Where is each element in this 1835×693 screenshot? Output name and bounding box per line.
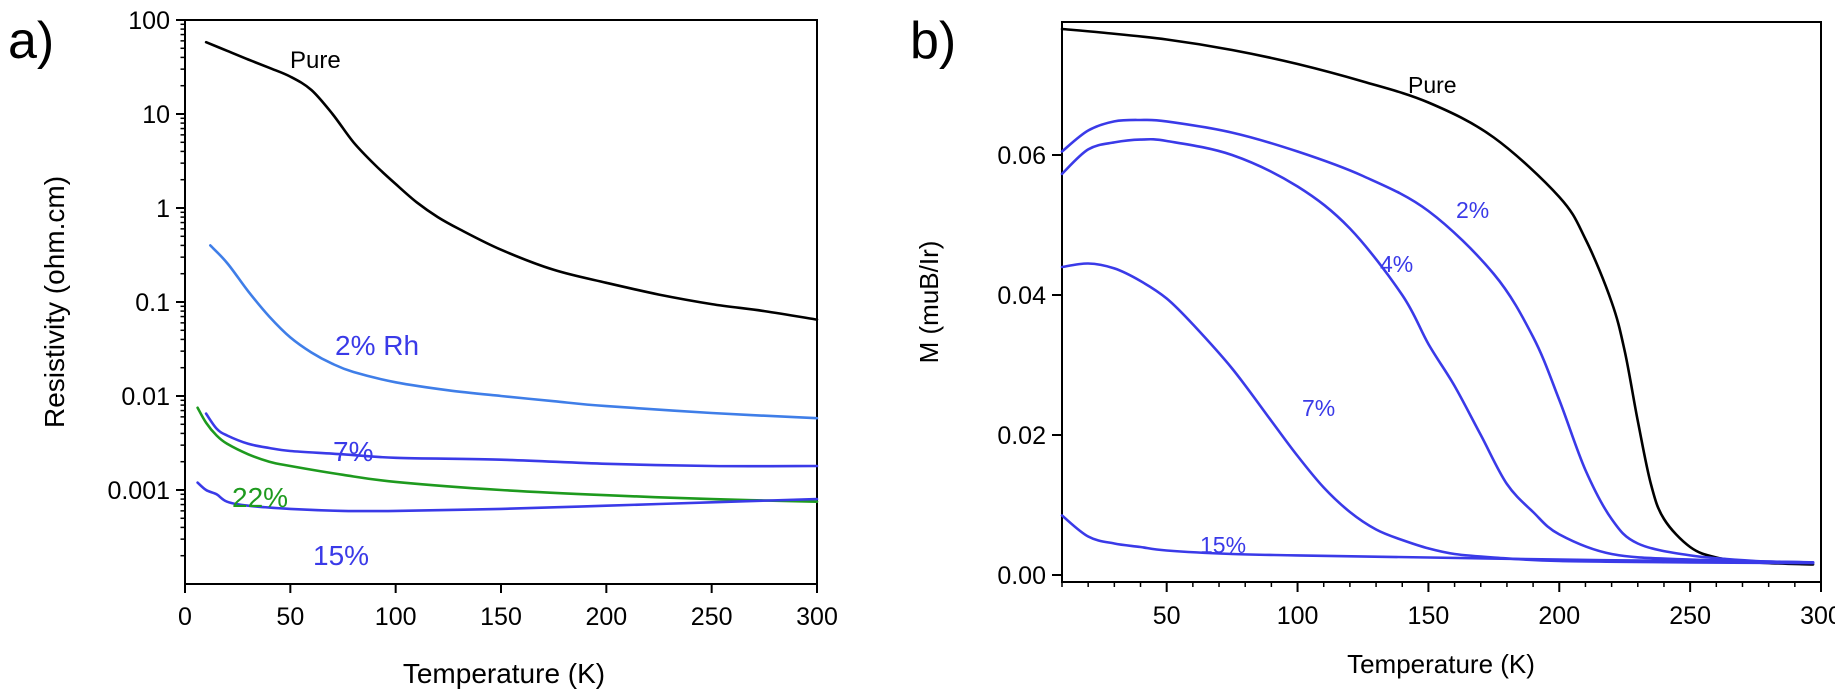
b-x-tick-label: 300	[1800, 602, 1835, 630]
panel-a-series	[196, 40, 819, 513]
panel-b-y-ticks: 0.00 0.02 0.04 0.06	[997, 142, 1062, 590]
a-x-tick-label: 200	[585, 603, 627, 631]
a-y-tick-label: 10	[142, 101, 170, 129]
panel-b-label-15pct: 15%	[1200, 532, 1246, 558]
a-y-tick-label: 0.01	[121, 383, 170, 411]
b-x-tick-label: 100	[1277, 602, 1319, 630]
a-series-22-line	[196, 406, 819, 503]
panel-a-chart: a) 100 10 1 0.1 0.01 0.001 0 50 100 150 200 250 300…	[8, 7, 838, 689]
panel-b-chart: b) 0.00 0.02 0.04 0.06 50 100 150 200 250 300 Te…	[910, 12, 1835, 679]
a-x-tick-label: 100	[375, 603, 417, 631]
panel-a-y-ticks: 100 10 1 0.1 0.01 0.001	[107, 7, 185, 557]
a-y-tick-label: 100	[128, 7, 170, 35]
panel-b-x-ticks: 50 100 150 200 250 300	[1061, 582, 1835, 630]
panel-a-x-axis-title: Temperature (K)	[403, 658, 605, 689]
b-y-tick-label: 0.00	[997, 562, 1046, 590]
b-y-tick-label: 0.02	[997, 422, 1046, 450]
panel-b-label-7pct: 7%	[1302, 395, 1335, 421]
panel-a-label-22pct: 22%	[232, 482, 288, 513]
a-y-tick-label: 1	[156, 195, 170, 223]
panel-b-label-4pct: 4%	[1380, 251, 1413, 277]
a-x-tick-label: 50	[276, 603, 304, 631]
b-x-tick-label: 200	[1538, 602, 1580, 630]
b-series-4-line	[1060, 137, 1815, 564]
panel-a-label-15pct: 15%	[313, 540, 369, 571]
b-series-pure-line	[1060, 27, 1815, 566]
a-x-tick-label: 150	[480, 603, 522, 631]
b-series-15-line	[1060, 514, 1815, 564]
a-y-tick-label: 0.001	[107, 477, 170, 505]
a-series-15-line	[196, 481, 819, 513]
a-series-7-line	[204, 412, 819, 468]
panel-b-x-axis-title: Temperature (K)	[1347, 649, 1535, 679]
panel-a-label-2pct-rh: 2% Rh	[335, 330, 419, 361]
panel-b-label-pure: Pure	[1408, 72, 1457, 98]
a-series-pure-line	[204, 40, 819, 321]
b-x-tick-label: 50	[1153, 602, 1181, 630]
panel-a-x-ticks: 0 50 100 150 200 250 300	[178, 584, 838, 631]
panel-a-label-pure: Pure	[290, 47, 341, 74]
b-x-tick-label: 250	[1669, 602, 1711, 630]
b-y-tick-label: 0.06	[997, 142, 1046, 170]
a-series-2-rh-line	[209, 244, 819, 420]
b-series-7-line	[1060, 262, 1815, 565]
a-x-tick-label: 250	[691, 603, 733, 631]
panel-a-letter: a)	[8, 12, 54, 70]
b-y-tick-label: 0.04	[997, 282, 1046, 310]
b-series-2-line	[1060, 118, 1815, 564]
panel-b-label-2pct: 2%	[1456, 197, 1489, 223]
panel-b-plot-frame	[1061, 21, 1822, 583]
b-x-tick-label: 150	[1408, 602, 1450, 630]
panel-b-series	[1060, 27, 1815, 566]
panel-a-label-7pct: 7%	[333, 436, 373, 467]
panel-b-y-axis-title: M (muB/Ir)	[914, 241, 944, 364]
a-x-tick-label: 0	[178, 603, 192, 631]
panel-a-y-axis-title: Resistivity (ohm.cm)	[39, 176, 70, 428]
a-y-tick-label: 0.1	[135, 289, 170, 317]
a-x-tick-label: 300	[796, 603, 838, 631]
panel-b-letter: b)	[910, 12, 956, 70]
